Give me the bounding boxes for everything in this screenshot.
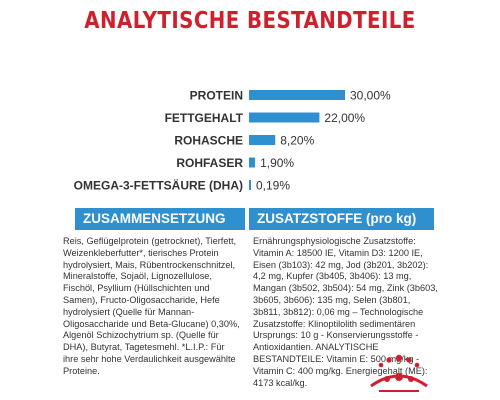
- additives-header-box: ZUSATZSTOFFE (pro kg): [249, 208, 434, 230]
- nutrient-bar-chart: PROTEIN 30,00% FETTGEHALT 22,00% ROHASCHE 8,2…: [74, 89, 391, 193]
- value-label: 1,90%: [260, 156, 294, 170]
- value-label: 0,19%: [256, 179, 290, 193]
- composition-header: ZUSAMMENSETZUNG: [83, 211, 226, 226]
- value-label: 30,00%: [350, 89, 391, 103]
- bar: [249, 112, 320, 123]
- category-label: FETTGEHALT: [165, 111, 244, 125]
- value-label: 22,00%: [324, 111, 365, 125]
- value-label: 8,20%: [280, 134, 314, 148]
- composition-text: Reis, Geflügelprotein (getrocknet), Tier…: [63, 236, 240, 376]
- additives-text: Ernährungsphysiologische Zusatzstoffe: V…: [253, 236, 438, 388]
- royal-canin-crown-logo: [370, 354, 428, 392]
- additives-header: ZUSATZSTOFFE (pro kg): [257, 211, 417, 226]
- category-label: OMEGA-3-FETTSÄURE (DHA): [74, 178, 243, 193]
- page-title: ANALYTISCHE BESTANDTEILE: [84, 8, 416, 34]
- bar: [249, 90, 345, 100]
- category-label: ROHFASER: [176, 156, 243, 170]
- category-label: PROTEIN: [190, 89, 243, 103]
- bar: [249, 157, 256, 168]
- bar: [249, 135, 276, 145]
- bar: [249, 180, 251, 190]
- composition-header-box: ZUSAMMENSETZUNG: [75, 208, 245, 230]
- category-label: ROHASCHE: [174, 134, 243, 148]
